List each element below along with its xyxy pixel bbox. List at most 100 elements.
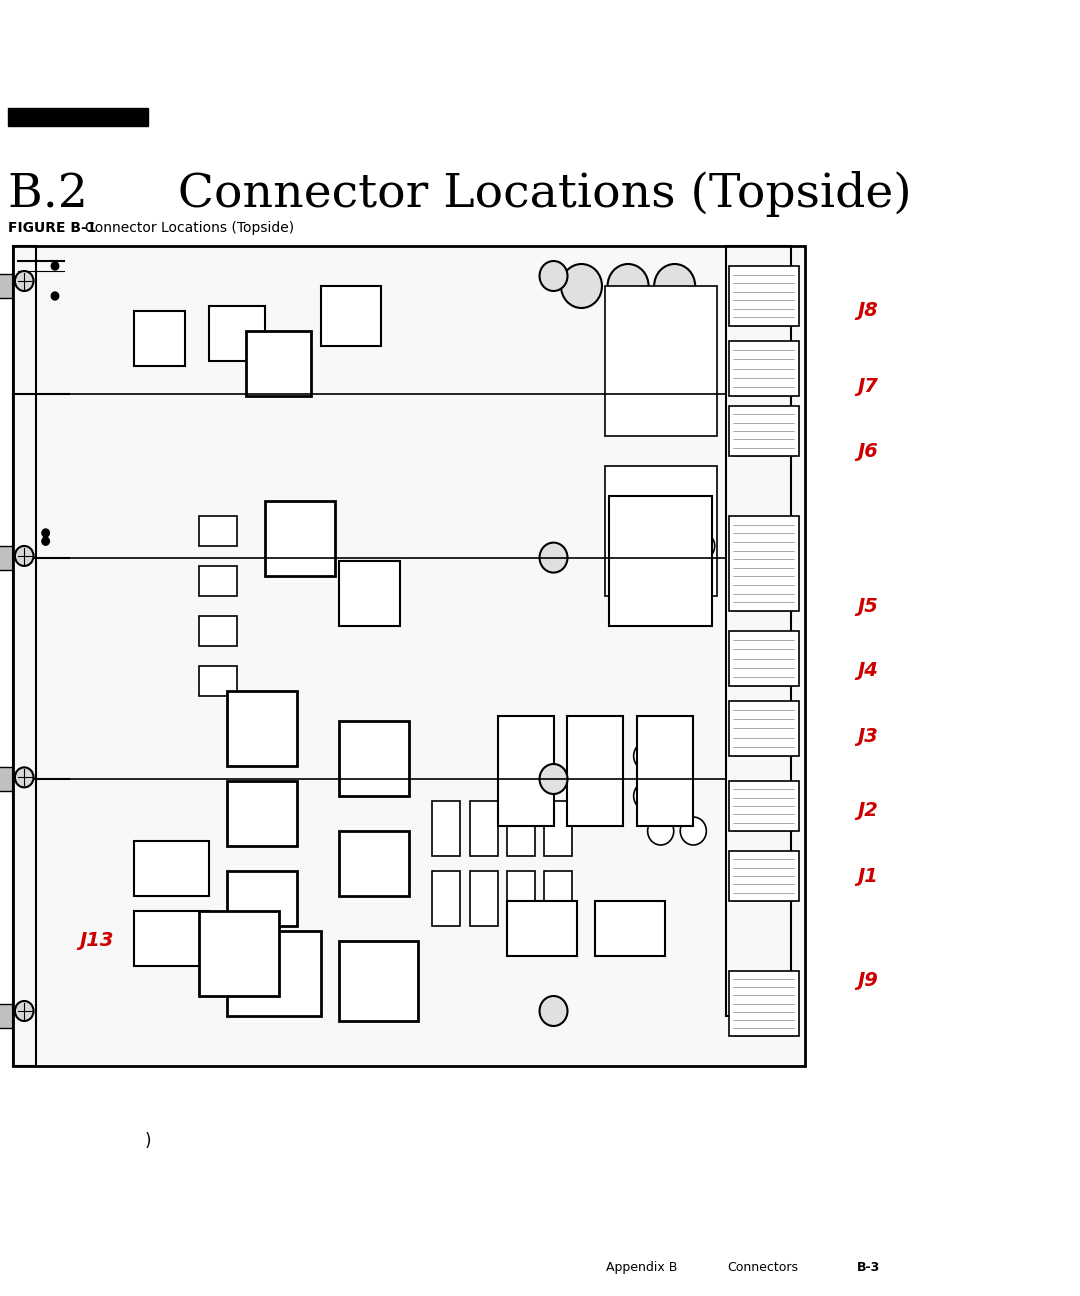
Bar <box>512 836 530 842</box>
Circle shape <box>634 743 660 770</box>
Text: Connector Locations (Topside): Connector Locations (Topside) <box>85 222 294 235</box>
Bar <box>507 801 535 855</box>
Bar <box>396 273 405 279</box>
Bar <box>605 286 717 435</box>
Bar <box>512 879 530 885</box>
Bar <box>123 305 133 311</box>
Bar <box>297 270 305 276</box>
Bar <box>512 897 530 903</box>
Bar <box>137 708 147 717</box>
Bar <box>87 249 104 259</box>
Bar <box>191 306 197 312</box>
Bar <box>512 827 530 833</box>
Bar <box>434 495 444 507</box>
Bar <box>502 813 549 820</box>
Bar <box>475 474 483 486</box>
Bar <box>418 336 430 343</box>
Bar <box>190 295 200 301</box>
Bar <box>467 428 474 437</box>
Bar <box>431 395 444 407</box>
Bar <box>512 915 530 921</box>
Bar <box>546 691 563 701</box>
Circle shape <box>51 292 58 299</box>
Bar <box>437 915 456 921</box>
Circle shape <box>561 264 602 308</box>
Bar <box>512 590 519 599</box>
Circle shape <box>540 997 567 1026</box>
Bar <box>156 594 168 600</box>
Bar <box>80 745 86 750</box>
Circle shape <box>540 543 567 573</box>
Bar <box>512 888 530 894</box>
Text: Appendix B: Appendix B <box>606 1261 677 1274</box>
Text: J2: J2 <box>858 801 878 820</box>
Bar <box>208 306 265 362</box>
Bar <box>131 250 145 259</box>
Bar <box>267 316 276 321</box>
Bar <box>134 311 186 365</box>
Bar <box>163 358 173 369</box>
Bar <box>549 915 567 921</box>
Bar <box>106 305 116 311</box>
Bar <box>456 761 463 765</box>
Bar <box>549 845 567 851</box>
Bar <box>179 529 191 535</box>
Bar <box>507 538 521 548</box>
Bar <box>474 845 492 851</box>
Circle shape <box>540 765 567 794</box>
Bar <box>426 487 437 492</box>
Bar <box>600 918 661 924</box>
Bar <box>729 971 798 1036</box>
Bar <box>432 801 460 855</box>
Bar <box>522 511 531 518</box>
Bar <box>228 931 321 1016</box>
Bar <box>387 467 399 477</box>
Bar <box>82 529 97 538</box>
Bar <box>729 701 798 756</box>
Bar <box>437 879 456 885</box>
Bar <box>189 251 203 257</box>
Bar <box>445 315 451 327</box>
Bar <box>549 879 567 885</box>
Bar <box>134 911 208 966</box>
Bar <box>435 653 451 662</box>
Bar <box>471 486 477 495</box>
Bar <box>325 284 333 292</box>
Bar <box>194 306 202 311</box>
Bar <box>266 279 280 286</box>
Bar <box>321 286 381 346</box>
Bar <box>491 677 499 684</box>
Bar <box>512 936 572 942</box>
Bar <box>0 546 17 570</box>
Bar <box>392 318 407 324</box>
Bar <box>17 775 55 783</box>
Bar <box>200 616 237 645</box>
Bar <box>609 496 712 626</box>
Circle shape <box>677 584 700 608</box>
Bar <box>193 680 200 689</box>
Circle shape <box>15 1001 33 1021</box>
Bar <box>192 441 203 451</box>
Bar <box>106 295 116 301</box>
Bar <box>502 728 549 737</box>
Bar <box>0 273 17 298</box>
Bar <box>642 765 689 772</box>
Bar <box>17 553 55 561</box>
Bar <box>726 246 792 1016</box>
Bar <box>512 845 530 851</box>
Circle shape <box>680 816 706 845</box>
Bar <box>572 741 619 749</box>
Circle shape <box>42 538 50 546</box>
Bar <box>549 827 567 833</box>
Bar <box>502 801 549 809</box>
Bar <box>549 836 567 842</box>
Bar <box>157 295 166 301</box>
Circle shape <box>654 264 696 308</box>
Bar <box>463 310 480 315</box>
Bar <box>507 901 577 956</box>
Bar <box>127 373 136 381</box>
Bar <box>513 502 525 509</box>
Bar <box>437 818 456 824</box>
Bar <box>512 927 572 933</box>
Bar <box>339 941 418 1021</box>
